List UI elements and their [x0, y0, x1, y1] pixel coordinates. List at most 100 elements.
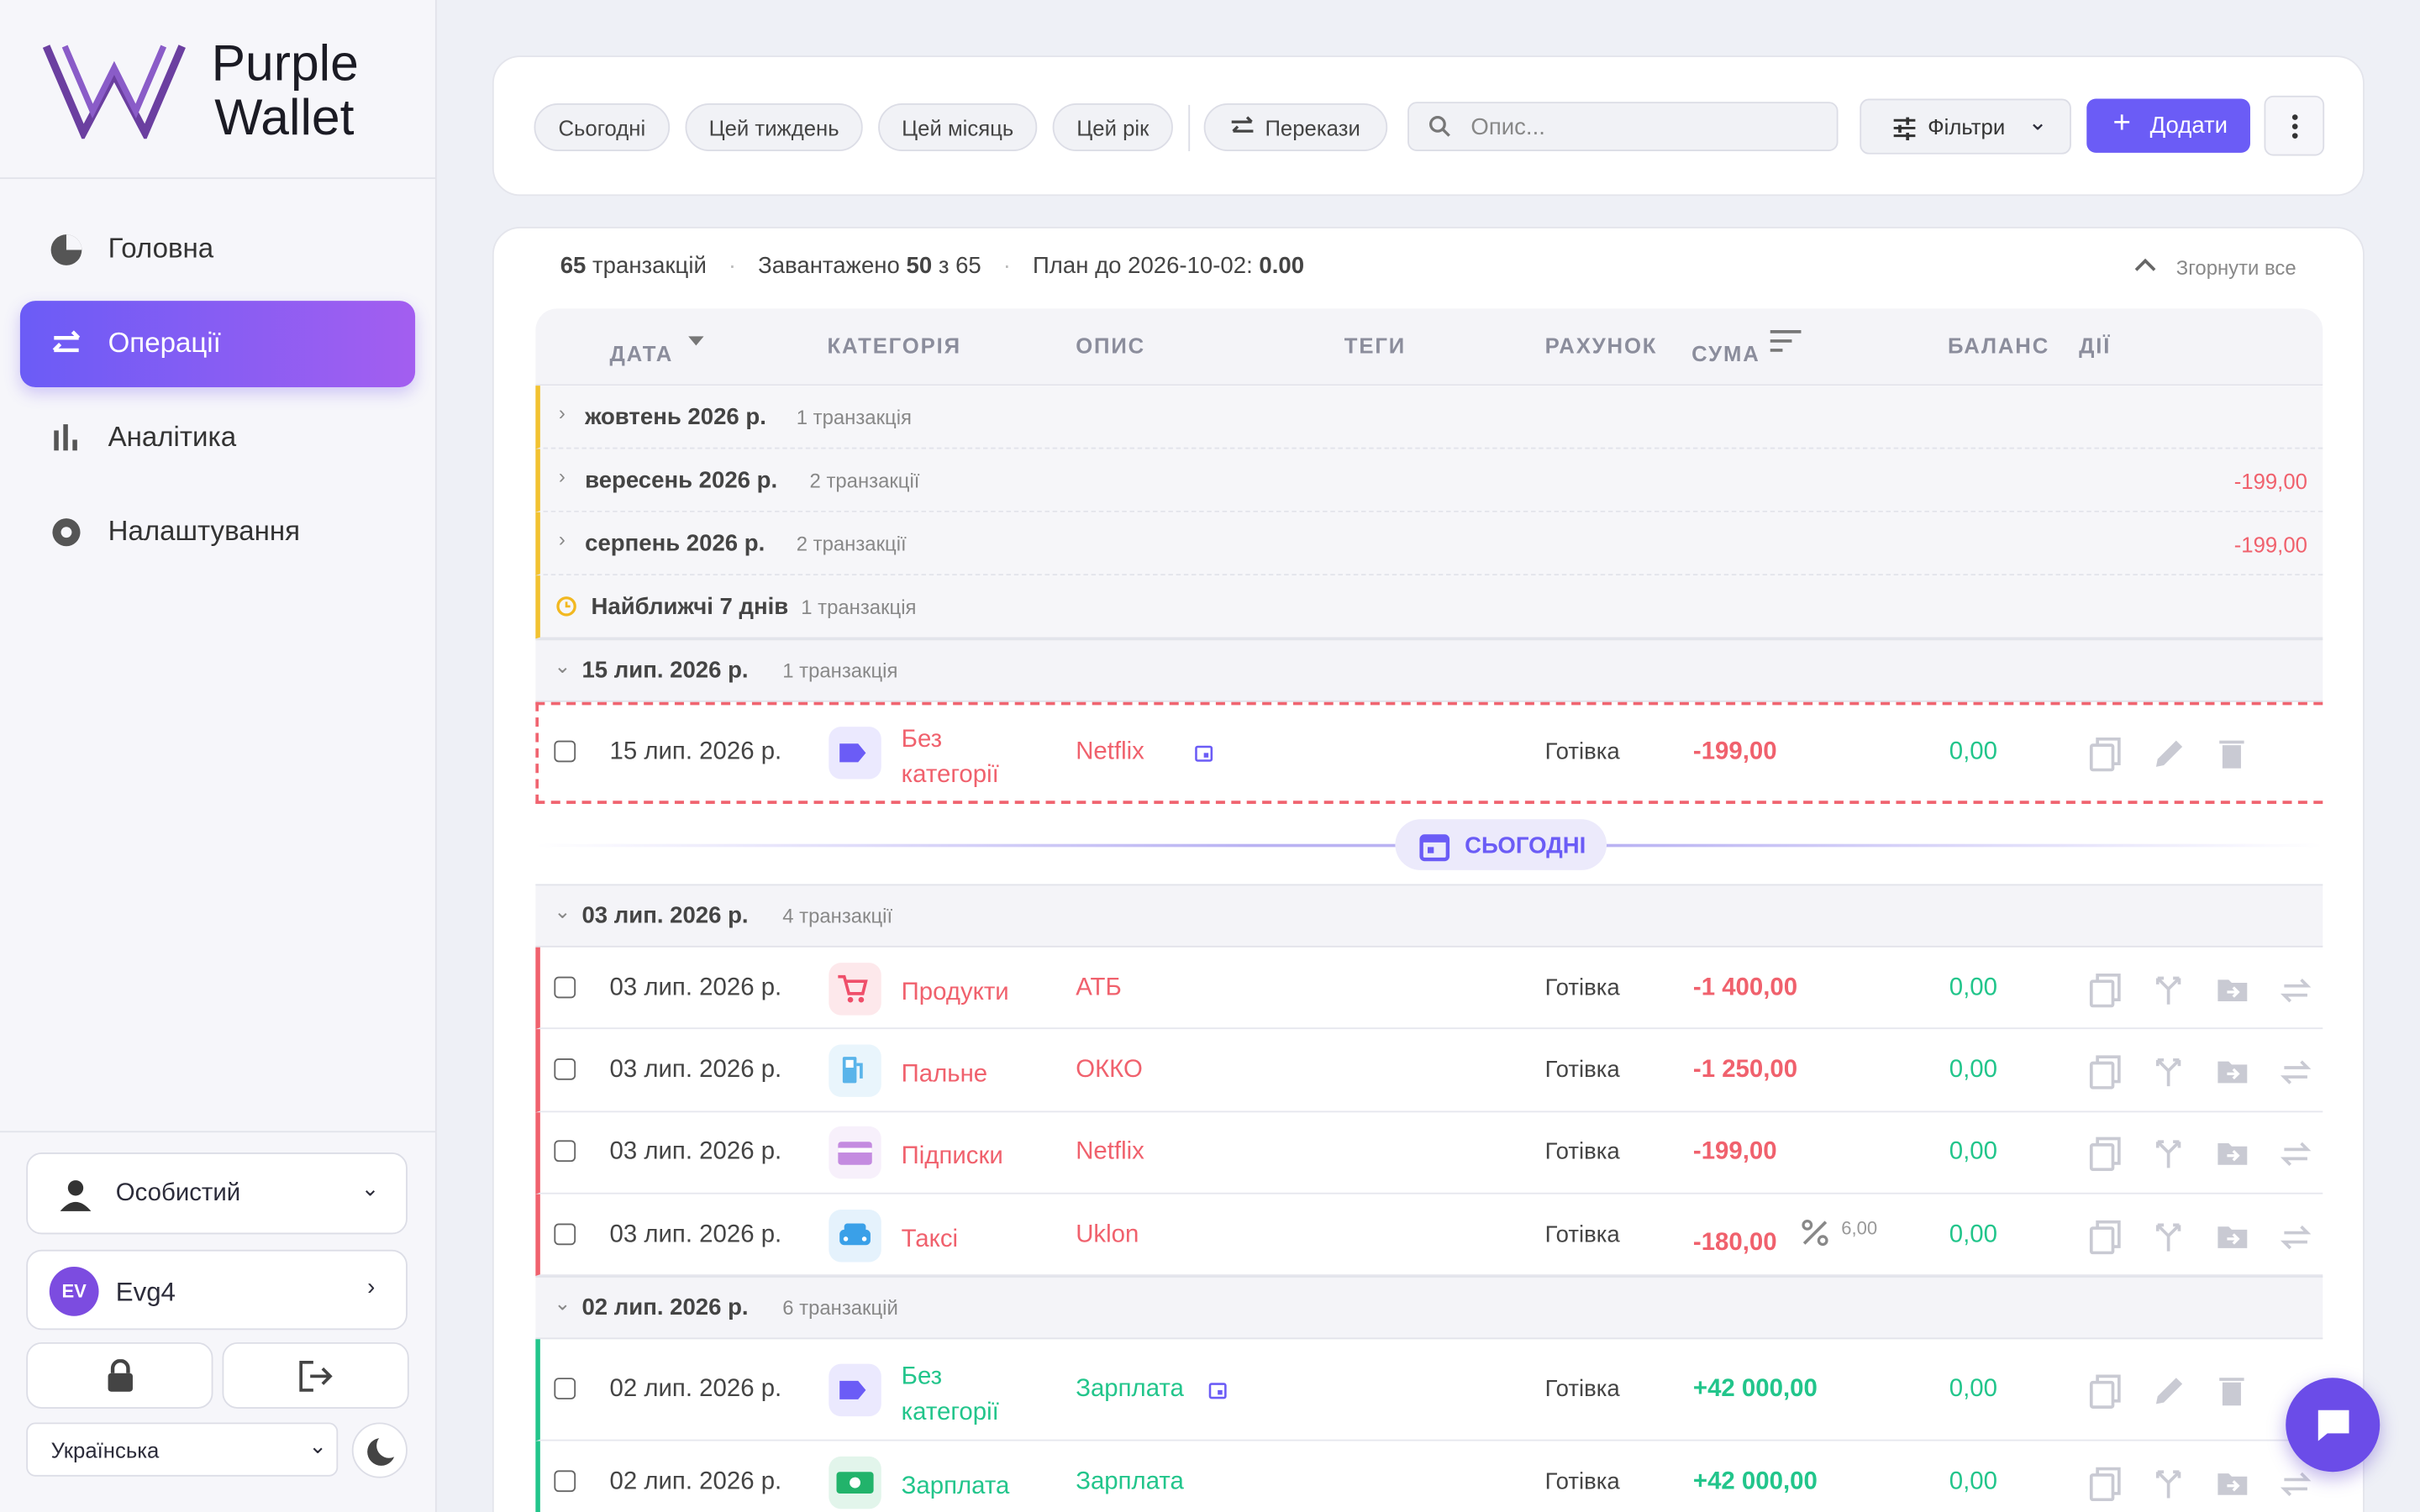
loaded: 50 [906, 253, 933, 280]
column-header: КАТЕГОРІЯ [827, 333, 961, 359]
checkbox[interactable] [554, 1378, 576, 1400]
balance: 0,00 [1949, 1221, 1997, 1248]
transaction-row[interactable] [535, 701, 2323, 804]
column-header: ТЕГИ [1344, 333, 1407, 359]
amount: +42 000,00 [1692, 1376, 1818, 1403]
description: Netflix [1076, 1138, 1144, 1166]
group-total: -199,00 [2233, 469, 2307, 494]
account: Готівка [1544, 1376, 1620, 1403]
expand: › [558, 401, 566, 425]
search-placeholder: Опис... [1470, 113, 1545, 141]
count: 65 [560, 253, 587, 280]
icon-tag [839, 1381, 866, 1400]
account-select[interactable]: Особистий ⌄ [26, 1152, 408, 1235]
category: Підписки [901, 1143, 1003, 1170]
transaction-row[interactable] [535, 1441, 2323, 1512]
period-button[interactable]: Цей рік [1052, 103, 1173, 152]
more-button[interactable] [2264, 95, 2325, 156]
date: 02 лип. 2026 р. [609, 1468, 782, 1495]
column-header: РАХУНОК [1544, 333, 1658, 359]
period-button[interactable]: Цей місяць [878, 103, 1038, 152]
amount: -180,00 [1692, 1229, 1777, 1256]
account: Готівка [1544, 974, 1620, 1001]
column-header: ДАТА [609, 340, 674, 366]
icon-card [838, 1142, 872, 1166]
day-header [535, 1276, 2323, 1340]
filters-button[interactable]: Фільтри ⌄ [1860, 98, 2071, 155]
checkbox[interactable] [554, 1058, 576, 1080]
calendar-icon [1419, 834, 1450, 862]
nav-item[interactable]: Операції [108, 327, 221, 359]
account: Готівка [1544, 1138, 1620, 1166]
action-copy [2089, 1467, 2121, 1501]
lock-button[interactable] [26, 1341, 213, 1409]
summary: 65 транзакцій · Завантажено 50 з 65 · Пл… [560, 253, 1486, 284]
icon-fuel [842, 1057, 863, 1084]
action-copy [2089, 973, 2121, 1007]
action-repeat [2280, 978, 2312, 1002]
action-split [2155, 1222, 2181, 1251]
amount: -199,00 [1692, 1138, 1777, 1166]
icon-cart [838, 974, 868, 1002]
checkbox[interactable] [554, 975, 576, 998]
nav-item[interactable]: Аналітика [108, 421, 237, 453]
action-trash [2219, 1378, 2244, 1406]
loaded-label: Завантажено [758, 253, 900, 280]
collapse-all[interactable]: Згорнути все [2175, 255, 2296, 280]
action-edit [2155, 740, 2183, 767]
action-copy [2089, 1220, 2121, 1254]
brand-top: Purple [211, 34, 359, 92]
theme-toggle[interactable] [351, 1422, 408, 1478]
nav-active[interactable] [19, 301, 416, 388]
checkbox[interactable] [554, 1222, 576, 1245]
transaction-row[interactable] [535, 947, 2323, 1030]
category: Таксі [901, 1226, 959, 1252]
add-button[interactable]: + Додати [2086, 98, 2250, 153]
description: Uklon [1076, 1221, 1139, 1248]
search[interactable]: Опис... [1407, 102, 1839, 152]
chat-button[interactable] [2286, 1378, 2381, 1473]
period-button[interactable]: Сьогодні [534, 103, 671, 152]
language-select[interactable]: Українська ⌄ [26, 1422, 339, 1477]
category-icon [829, 1456, 881, 1509]
day-count: 6 транзакцій [782, 1296, 898, 1320]
category-icon [829, 962, 881, 1015]
column-header: ДІЇ [2079, 333, 2112, 359]
transaction-row[interactable] [535, 1194, 2323, 1277]
transaction-row[interactable] [535, 1339, 2323, 1441]
description: Зарплата [1076, 1376, 1184, 1403]
user-box[interactable]: EV Evg4 › [26, 1249, 408, 1331]
nav-item[interactable]: Налаштування [108, 515, 301, 547]
checkbox[interactable] [554, 740, 576, 763]
transaction-row[interactable] [535, 1029, 2323, 1112]
group-title: серпень 2026 р. [585, 530, 765, 558]
user-name: Evg4 [115, 1277, 176, 1307]
amount: -1 400,00 [1692, 974, 1798, 1001]
checkbox[interactable] [554, 1470, 576, 1492]
today-pill: СЬОГОДНІ [1395, 819, 1607, 870]
category: Зарплата [901, 1473, 1010, 1500]
transaction-row[interactable] [535, 1111, 2323, 1194]
logo-area: Purple Wallet [0, 0, 435, 180]
action-copy [2089, 1055, 2121, 1089]
nav-item[interactable]: Головна [108, 233, 214, 265]
period-button[interactable]: Цей тиждень [685, 103, 863, 152]
expand: › [558, 528, 566, 551]
column-header: СУМА [1691, 340, 1760, 366]
transfers-button[interactable]: Перекази [1203, 103, 1388, 152]
date: 03 лип. 2026 р. [609, 1057, 782, 1084]
action-split [2155, 975, 2181, 1005]
collapse-icon [2134, 258, 2156, 271]
dot: · [728, 253, 737, 280]
upcoming-title: Найближчі 7 днів [591, 594, 789, 621]
action-move [2217, 1226, 2248, 1248]
separator [1188, 104, 1191, 152]
logout-button[interactable] [222, 1341, 409, 1409]
collapse: ⌄ [554, 1291, 571, 1315]
checkbox[interactable] [554, 1140, 576, 1163]
account: Готівка [1544, 738, 1620, 766]
language: Українська [50, 1437, 160, 1463]
date: 15 лип. 2026 р. [609, 738, 782, 766]
brand-bottom: Wallet [214, 87, 355, 145]
